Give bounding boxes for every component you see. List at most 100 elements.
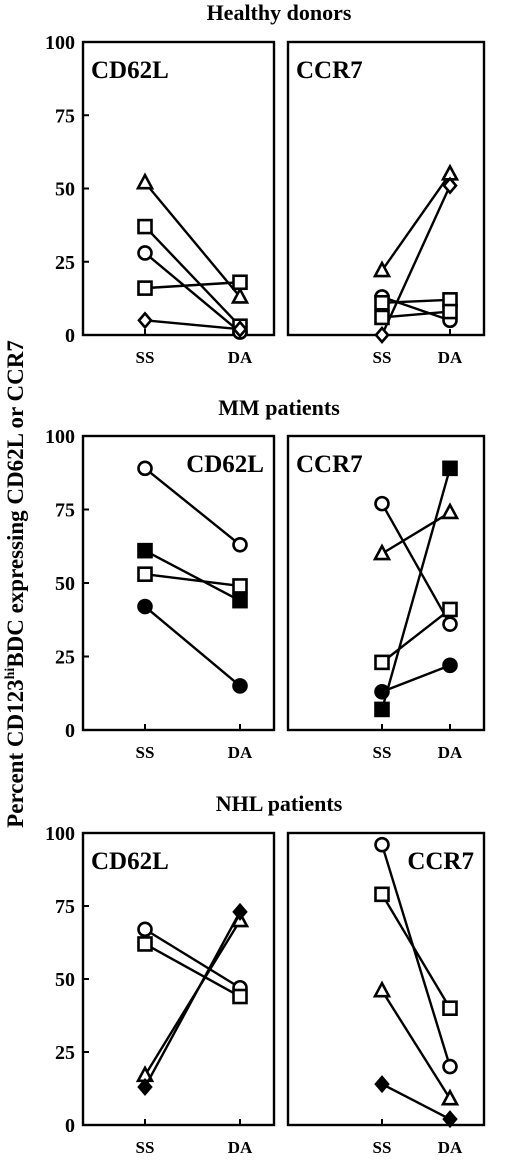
data-point-da <box>442 1110 458 1129</box>
series-square-filled-1 <box>137 542 248 609</box>
series-line <box>144 572 241 588</box>
data-point-da <box>232 274 248 291</box>
series-circle-open-0 <box>137 460 248 553</box>
panel-frame <box>81 434 276 732</box>
x-tick-label: DA <box>438 1138 463 1157</box>
data-point-da <box>442 616 458 632</box>
series-square-open-1 <box>374 886 458 1017</box>
panel-frame <box>81 831 276 1127</box>
data-point-da <box>442 601 458 618</box>
series-line <box>380 468 452 710</box>
x-tick-label: DA <box>438 743 463 762</box>
series-line <box>144 605 241 687</box>
data-point-ss <box>137 921 153 938</box>
data-point-ss <box>374 1075 390 1094</box>
y-axis-label-suffix: BDC expressing CD62L or CCR7 <box>3 340 28 668</box>
y-axis-label-prefix: Percent CD123 <box>3 679 28 827</box>
data-point-ss <box>135 172 155 190</box>
data-point-da <box>442 1000 458 1017</box>
y-tick-label: 100 <box>45 426 75 448</box>
data-point-da <box>232 536 248 553</box>
data-point-ss <box>374 836 390 853</box>
data-point-ss <box>374 294 390 311</box>
x-tick-label: SS <box>373 743 392 762</box>
series-line <box>380 185 452 336</box>
y-tick-label: 75 <box>55 896 75 918</box>
series-triangle-open-0 <box>372 163 460 278</box>
x-tick-label: SS <box>136 1138 155 1157</box>
series-line <box>144 928 241 989</box>
data-point-ss <box>137 936 153 952</box>
data-point-da <box>232 988 248 1005</box>
series-square-open-1 <box>137 218 248 335</box>
y-tick-label: 50 <box>55 969 75 991</box>
data-point-da <box>442 460 458 477</box>
panel-ccr7: CCR7 SS DA <box>286 831 486 1157</box>
x-tick-label: DA <box>228 743 253 762</box>
x-tick-label: SS <box>136 348 155 367</box>
data-point-ss <box>137 1078 153 1097</box>
series-circle-open-0 <box>374 495 458 632</box>
series-line <box>381 664 451 693</box>
series-line <box>143 911 242 1088</box>
data-point-ss <box>137 245 153 261</box>
chart-group-mm-patients: MM patients 0 25 50 75 100 CD62L SS DA CCR7 SS DA <box>45 395 486 762</box>
y-tick-label: 50 <box>55 179 75 201</box>
panel-frame <box>81 40 276 337</box>
y-tick-label: 100 <box>45 32 75 54</box>
series-diamond-filled-3 <box>374 1075 458 1129</box>
panel-cd62l: CD62L SS DA <box>81 434 276 762</box>
y-tick-label: 25 <box>55 647 75 669</box>
series-triangle-open-1 <box>372 502 460 561</box>
series-line <box>380 503 452 625</box>
series-circle-open-0 <box>374 836 458 1075</box>
series-line <box>144 467 241 546</box>
series-line <box>381 608 451 664</box>
series-square-open-1 <box>137 936 248 1005</box>
series-circle-filled-3 <box>137 598 248 694</box>
series-square-open-2 <box>137 566 248 594</box>
y-tick-label: 75 <box>55 105 75 127</box>
panel-cd62l: CD62L SS DA <box>81 831 276 1157</box>
panel-frame <box>286 434 486 732</box>
y-tick-label: 0 <box>65 325 75 347</box>
chart-title: MM patients <box>218 395 340 420</box>
y-tick-label: 25 <box>55 1042 75 1064</box>
series-circle-filled-3 <box>374 657 458 700</box>
series-line <box>144 181 241 298</box>
data-point-ss <box>374 886 390 903</box>
x-tick-label: DA <box>438 348 463 367</box>
series-diamond-open-4 <box>137 311 248 339</box>
data-point-ss <box>372 543 392 561</box>
y-tick-label: 0 <box>65 720 75 742</box>
data-point-ss <box>374 495 390 512</box>
data-point-da <box>232 678 248 694</box>
series-square-open-4 <box>374 303 458 326</box>
data-point-ss <box>137 280 153 296</box>
data-point-da <box>232 320 248 339</box>
series-line <box>381 1083 451 1121</box>
series-line <box>144 319 241 331</box>
panel-label: CCR7 <box>296 451 363 478</box>
data-point-da <box>442 176 458 195</box>
data-point-da <box>442 1058 458 1075</box>
data-point-da <box>230 286 250 304</box>
data-point-ss <box>137 460 153 477</box>
series-line <box>380 893 452 1009</box>
panel-ccr7: CCR7 SS DA <box>286 434 486 762</box>
series-triangle-open-2 <box>372 980 460 1106</box>
chart-title: Healthy donors <box>207 0 352 25</box>
panel-frame <box>286 831 486 1127</box>
y-tick-label: 25 <box>55 252 75 274</box>
y-tick-label: 0 <box>65 1115 75 1137</box>
data-point-ss <box>137 566 153 582</box>
chart-group-nhl-patients: NHL patients 0 25 50 75 100 CD62L SS DA CCR7 SS DA <box>45 791 486 1157</box>
y-axis-label: Percent CD123hiBDC expressing CD62L or C… <box>3 340 28 828</box>
panel-label: CCR7 <box>296 57 363 84</box>
series-line <box>380 844 452 1067</box>
series-circle-open-0 <box>137 921 248 996</box>
x-tick-label: SS <box>373 1138 392 1157</box>
series-diamond-open-1 <box>374 176 458 344</box>
data-point-ss <box>372 980 392 998</box>
